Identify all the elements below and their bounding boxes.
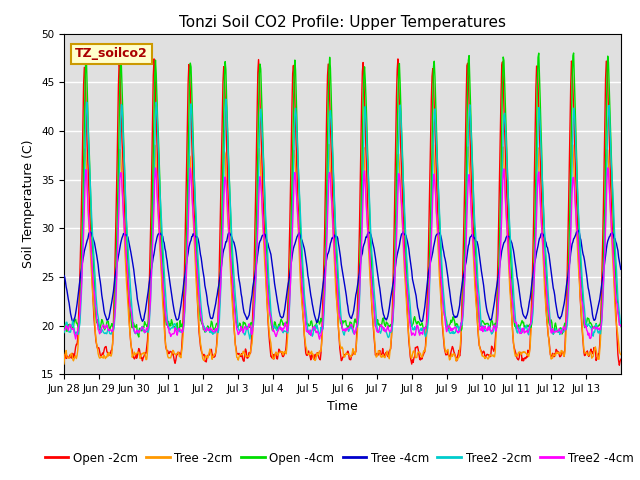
Tree -2cm — [60, 361, 68, 367]
Open -4cm — [570, 50, 577, 56]
Open -2cm — [277, 348, 285, 354]
Tree -4cm — [255, 240, 263, 246]
Open -4cm — [135, 334, 143, 340]
Tree -2cm — [617, 352, 625, 358]
Open -2cm — [125, 320, 133, 325]
Tree -4cm — [575, 228, 582, 233]
Legend: Open -2cm, Tree -2cm, Open -4cm, Tree -4cm, Tree2 -2cm, Tree2 -4cm: Open -2cm, Tree -2cm, Open -4cm, Tree -4… — [40, 447, 639, 469]
Title: Tonzi Soil CO2 Profile: Upper Temperatures: Tonzi Soil CO2 Profile: Upper Temperatur… — [179, 15, 506, 30]
Open -4cm — [401, 215, 408, 220]
Tree -2cm — [228, 291, 236, 297]
Tree -2cm — [255, 146, 263, 152]
Open -2cm — [616, 362, 623, 368]
Line: Tree -2cm: Tree -2cm — [64, 144, 621, 364]
Tree -2cm — [432, 196, 440, 202]
Tree2 -2cm — [278, 327, 285, 333]
Tree -2cm — [401, 268, 408, 274]
Open -4cm — [228, 264, 236, 269]
Line: Open -4cm: Open -4cm — [64, 53, 621, 337]
Open -2cm — [228, 294, 236, 300]
Tree -4cm — [60, 273, 68, 278]
Tree2 -2cm — [401, 222, 409, 228]
Tree -4cm — [432, 234, 440, 240]
Tree -4cm — [125, 241, 133, 247]
Tree2 -4cm — [604, 165, 612, 171]
Tree2 -4cm — [125, 296, 133, 302]
Tree2 -4cm — [401, 257, 408, 263]
Tree -2cm — [125, 323, 133, 328]
Text: TZ_soilco2: TZ_soilco2 — [75, 48, 148, 60]
Tree2 -4cm — [60, 327, 68, 333]
Tree2 -2cm — [125, 267, 133, 273]
Tree2 -4cm — [617, 323, 625, 329]
Open -4cm — [256, 61, 264, 67]
Open -2cm — [60, 354, 68, 360]
Tree -4cm — [617, 266, 625, 272]
Tree2 -2cm — [617, 324, 625, 329]
Tree -4cm — [228, 234, 236, 240]
Open -4cm — [617, 324, 625, 329]
Open -2cm — [432, 147, 440, 153]
Tree2 -2cm — [246, 336, 253, 342]
Tree2 -2cm — [60, 330, 68, 336]
Tree -4cm — [314, 319, 321, 325]
Tree2 -2cm — [222, 96, 230, 102]
Tree -4cm — [401, 231, 408, 237]
Line: Open -2cm: Open -2cm — [64, 59, 621, 365]
Tree2 -2cm — [257, 106, 264, 112]
Line: Tree2 -4cm: Tree2 -4cm — [64, 168, 621, 339]
Tree2 -4cm — [316, 336, 323, 342]
Open -4cm — [125, 290, 133, 296]
Tree -4cm — [276, 313, 284, 319]
Line: Tree -4cm: Tree -4cm — [64, 230, 621, 322]
Tree -2cm — [276, 349, 284, 355]
Tree2 -4cm — [255, 182, 263, 188]
Tree2 -2cm — [433, 139, 440, 145]
Tree2 -4cm — [432, 192, 440, 198]
Y-axis label: Soil Temperature (C): Soil Temperature (C) — [22, 140, 35, 268]
Tree2 -4cm — [228, 271, 236, 277]
Open -2cm — [401, 247, 408, 252]
Tree2 -2cm — [228, 247, 236, 253]
X-axis label: Time: Time — [327, 400, 358, 413]
Open -4cm — [277, 316, 285, 322]
Tree2 -4cm — [276, 324, 284, 330]
Open -4cm — [60, 324, 68, 330]
Open -2cm — [617, 357, 625, 362]
Tree -2cm — [325, 142, 333, 147]
Line: Tree2 -2cm: Tree2 -2cm — [64, 99, 621, 339]
Open -2cm — [256, 99, 264, 105]
Open -4cm — [432, 99, 440, 105]
Open -2cm — [150, 56, 158, 62]
